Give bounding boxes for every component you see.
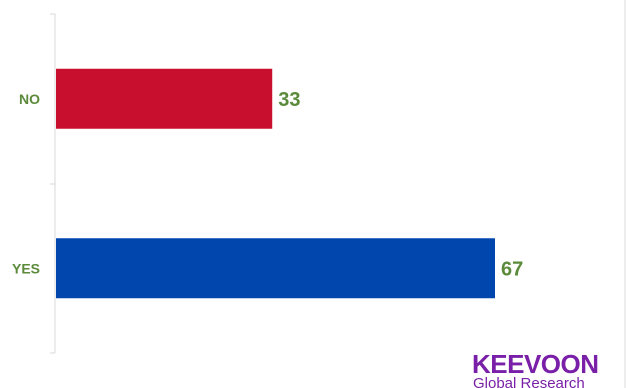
logo-wordmark: KEEVOON	[472, 350, 599, 379]
value-label-no: 33	[278, 89, 300, 111]
bar-no	[56, 68, 273, 129]
keevoon-logo: KEEVOON Global Research	[472, 350, 622, 388]
bars-group: NO 33 YES 67	[12, 68, 523, 299]
category-label-yes: YES	[12, 260, 40, 276]
bar-yes	[56, 238, 495, 299]
right-edge-divider	[624, 0, 626, 388]
logo-tagline: Global Research	[473, 375, 585, 388]
value-label-yes: 67	[501, 258, 523, 280]
category-label-no: NO	[19, 91, 40, 107]
